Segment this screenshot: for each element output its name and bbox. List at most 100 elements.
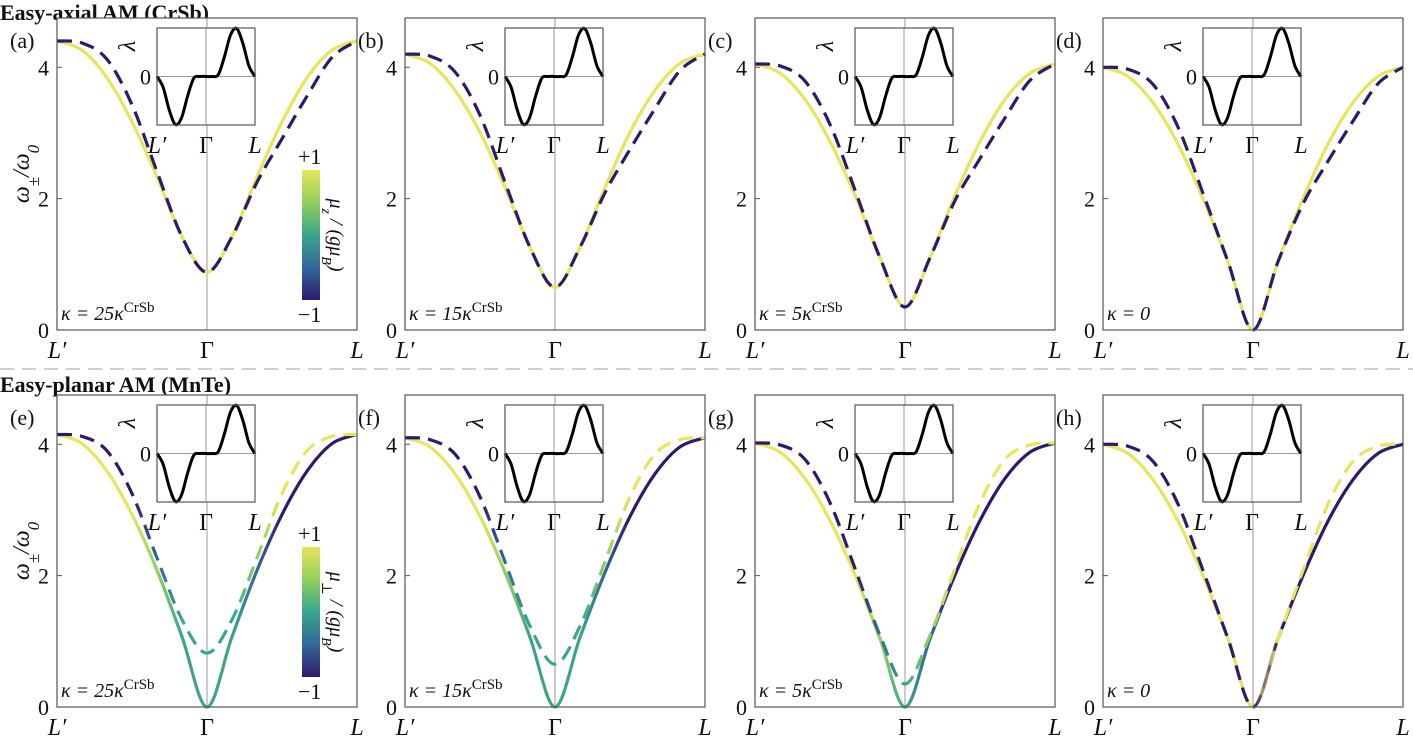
kappa-superscript: CrSb <box>472 677 503 693</box>
inset-x-tick-label: L′ <box>845 133 865 159</box>
inset-y-tick-label: 0 <box>1186 442 1197 467</box>
y-tick-label: 0 <box>386 695 397 720</box>
text-part: /ω <box>9 153 35 179</box>
text-part: z <box>319 208 334 215</box>
kappa-annotation: κ = 25κCrSb <box>61 300 155 325</box>
inset-x-tick-label: L <box>595 133 609 159</box>
inset-y-tick-label: 0 <box>488 442 499 467</box>
inset-line <box>853 26 955 127</box>
y-tick-label: 0 <box>736 695 747 720</box>
x-tick-label: L′ <box>395 715 415 738</box>
inset-x-tick-label: L′ <box>845 510 865 536</box>
panel-label: (g) <box>708 405 734 430</box>
y-tick-label: 2 <box>38 187 49 212</box>
plot-frame <box>404 394 706 708</box>
inset-x-tick-label: L′ <box>147 510 167 536</box>
colorbar-tick-label: −1 <box>298 302 321 327</box>
y-tick-label: 0 <box>736 318 747 343</box>
y-tick-label: 2 <box>386 564 397 589</box>
inset-y-tick-label: 0 <box>838 65 849 90</box>
inset-x-tick-label: L <box>247 510 261 536</box>
x-tick-label: Γ <box>548 338 562 364</box>
dispersion-line <box>56 39 358 274</box>
panel-label: (e) <box>10 405 34 430</box>
kappa-superscript: CrSb <box>472 300 503 316</box>
x-tick-label: L <box>1395 338 1409 364</box>
inset-x-tick-label: Γ <box>199 133 213 159</box>
kappa-annotation: κ = 5κCrSb <box>759 300 843 325</box>
text-part: ± <box>24 554 43 563</box>
x-tick-label: Γ <box>1246 338 1260 364</box>
inset-y-label: λ <box>463 418 489 429</box>
y-tick-label: 4 <box>736 432 747 457</box>
y-tick-label: 2 <box>1084 564 1095 589</box>
x-tick-label: L <box>697 715 711 738</box>
colorbar <box>302 170 320 300</box>
x-tick-label: L <box>349 715 363 738</box>
x-tick-label: L′ <box>47 338 67 364</box>
dispersion-line <box>1102 65 1404 332</box>
y-tick-label: 0 <box>1084 318 1095 343</box>
y-tick-label: 2 <box>386 187 397 212</box>
y-tick-label: 2 <box>1084 187 1095 212</box>
dispersion-line <box>404 52 706 289</box>
kappa-annotation: κ = 0 <box>1107 680 1150 702</box>
panel-label: (d) <box>1056 28 1082 53</box>
y-tick-label: 2 <box>736 187 747 212</box>
inset-x-tick-label: L′ <box>147 133 167 159</box>
inset-frame <box>504 404 604 503</box>
x-tick-label: L <box>697 338 711 364</box>
text-part: ± <box>24 177 43 186</box>
kappa-text: κ = 5κ <box>759 680 812 702</box>
plot-frame <box>1102 17 1404 331</box>
inset-x-tick-label: Γ <box>897 510 911 536</box>
inset-line <box>155 26 257 127</box>
kappa-superscript: CrSb <box>124 300 155 316</box>
inset-frame <box>854 27 954 126</box>
dispersion-line <box>754 62 1056 309</box>
inset-line <box>155 403 257 504</box>
inset-x-tick-label: L′ <box>495 133 515 159</box>
kappa-annotation: κ = 15κCrSb <box>409 677 503 702</box>
inset-x-tick-label: Γ <box>1245 510 1259 536</box>
kappa-superscript: CrSb <box>812 300 843 316</box>
inset-line <box>853 403 955 504</box>
inset-y-tick-label: 0 <box>1186 65 1197 90</box>
colorbar-tick-label: +1 <box>298 144 321 169</box>
plot-frame <box>56 17 358 331</box>
x-tick-label: Γ <box>1246 715 1260 738</box>
y-tick-label: 4 <box>1084 55 1095 80</box>
inset-y-tick-label: 0 <box>838 442 849 467</box>
inset-x-tick-label: L <box>595 510 609 536</box>
x-tick-label: L′ <box>745 715 765 738</box>
x-tick-label: L′ <box>1093 715 1113 738</box>
y-tick-label: 2 <box>736 564 747 589</box>
inset-y-label: λ <box>813 418 839 429</box>
inset-y-label: λ <box>1161 41 1187 52</box>
x-tick-label: L′ <box>1093 338 1113 364</box>
inset-y-label: λ <box>463 41 489 52</box>
inset-x-tick-label: L′ <box>1193 133 1213 159</box>
text-part: μ <box>325 571 347 582</box>
inset-x-tick-label: L <box>945 510 959 536</box>
inset-y-label: λ <box>115 41 141 52</box>
text-part: ) <box>325 645 347 653</box>
x-tick-label: Γ <box>200 715 214 738</box>
inset-frame <box>1202 27 1302 126</box>
inset-line <box>1201 26 1303 127</box>
kappa-text: κ = 0 <box>1107 303 1150 325</box>
x-tick-label: Γ <box>898 715 912 738</box>
y-axis-label: ω±/ω0 <box>9 521 43 580</box>
kappa-annotation: κ = 15κCrSb <box>409 300 503 325</box>
kappa-superscript: CrSb <box>812 677 843 693</box>
inset-x-tick-label: L′ <box>1193 510 1213 536</box>
y-tick-label: 4 <box>386 55 397 80</box>
y-axis-label: ω±/ω0 <box>9 144 43 203</box>
x-tick-label: L′ <box>395 338 415 364</box>
inset-x-tick-label: L <box>1293 133 1307 159</box>
colorbar-label: μz / (gμB) <box>319 198 348 272</box>
y-tick-label: 4 <box>736 55 747 80</box>
inset-frame <box>854 404 954 503</box>
